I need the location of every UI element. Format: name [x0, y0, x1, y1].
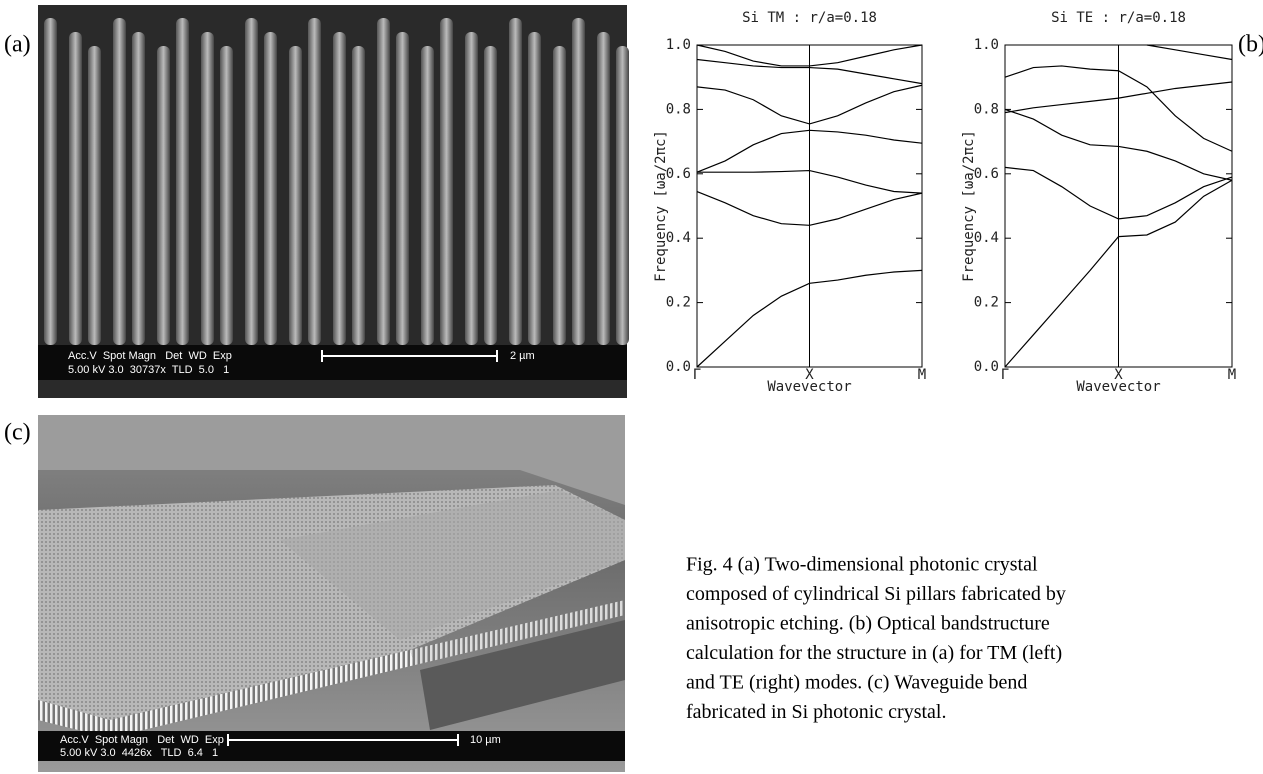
caption-line: anisotropic etching. (b) Optical bandstr…: [686, 613, 1050, 635]
pillar: [377, 18, 390, 345]
y-tick-label: 0.4: [974, 230, 999, 246]
y-tick-label: 0.6: [974, 166, 999, 182]
caption-line: Fig. 4 (a) Two-dimensional photonic crys…: [686, 554, 1038, 576]
pillar: [333, 32, 346, 345]
pillar: [572, 18, 585, 345]
band-line: [1147, 45, 1232, 59]
caption-line: and TE (right) modes. (c) Waveguide bend: [686, 672, 1027, 694]
sem-image-c: Acc.V Spot Magn Det WD Exp 5.00 kV 3.0 4…: [38, 415, 625, 772]
y-axis-label: Frequency [ωa/2πc]: [653, 130, 669, 282]
x-tick-label: X: [805, 367, 814, 383]
x-tick-label: Γ: [1001, 367, 1009, 383]
pillar: [509, 18, 522, 345]
sem-params: 5.00 kV 3.0 4426x TLD 6.4 1: [60, 747, 218, 759]
x-tick-label: X: [1114, 367, 1123, 383]
caption: Fig. 4 (a) Two-dimensional photonic crys…: [686, 554, 1066, 724]
sem-params: 5.00 kV 3.0 30737x TLD 5.0 1: [68, 364, 229, 376]
y-tick-label: 0.8: [666, 101, 691, 117]
pillar: [132, 32, 145, 345]
pillar: [289, 46, 302, 345]
y-tick-label: 0.6: [666, 166, 691, 182]
sem-header: Acc.V Spot Magn Det WD Exp: [68, 350, 232, 362]
chart-title: Si TM : r/a=0.18: [742, 10, 877, 26]
y-tick-label: 0.2: [974, 295, 999, 311]
scale-label: 2 µm: [510, 350, 535, 362]
chart-title: Si TE : r/a=0.18: [1051, 10, 1186, 26]
caption-line: calculation for the structure in (a) for…: [686, 642, 1062, 664]
pillar: [245, 18, 258, 345]
pillar: [69, 32, 82, 345]
pillar: [176, 18, 189, 345]
pillar: [553, 46, 566, 345]
y-tick-label: 1.0: [974, 37, 999, 53]
pillar: [597, 32, 610, 345]
panel-label: (c): [4, 420, 31, 446]
pillar: [421, 46, 434, 345]
y-axis-label: Frequency [ωa/2πc]: [961, 130, 977, 282]
pillar: [264, 32, 277, 345]
scale-label: 10 µm: [470, 734, 501, 746]
pillar: [352, 46, 365, 345]
caption-line: fabricated in Si photonic crystal.: [686, 701, 946, 723]
pillar: [484, 46, 497, 345]
sem-header: Acc.V Spot Magn Det WD Exp: [60, 734, 224, 746]
sem-image-a: Acc.V Spot Magn Det WD Exp 5.00 kV 3.0 3…: [38, 5, 629, 398]
pillar: [616, 46, 629, 345]
y-tick-label: 0.8: [974, 101, 999, 117]
pillar: [44, 18, 57, 345]
pillar: [113, 18, 126, 345]
y-tick-label: 0.0: [666, 359, 691, 375]
caption-line: composed of cylindrical Si pillars fabri…: [686, 583, 1066, 605]
y-tick-label: 0.0: [974, 359, 999, 375]
y-tick-label: 1.0: [666, 37, 691, 53]
x-tick-label: Γ: [693, 367, 701, 383]
panel-label: (a): [4, 32, 31, 58]
x-tick-label: M: [918, 367, 926, 383]
pillar: [396, 32, 409, 345]
pillar: [157, 46, 170, 345]
pillar: [88, 46, 101, 345]
panel-label: (b): [1238, 32, 1263, 58]
pillar: [528, 32, 541, 345]
pillar: [465, 32, 478, 345]
figure: Acc.V Spot Magn Det WD Exp 5.00 kV 3.0 3…: [0, 0, 1263, 774]
x-tick-label: M: [1228, 367, 1236, 383]
pillar: [308, 18, 321, 345]
pillar: [201, 32, 214, 345]
y-tick-label: 0.4: [666, 230, 691, 246]
pillar: [220, 46, 233, 345]
pillar: [440, 18, 453, 345]
y-tick-label: 0.2: [666, 295, 691, 311]
